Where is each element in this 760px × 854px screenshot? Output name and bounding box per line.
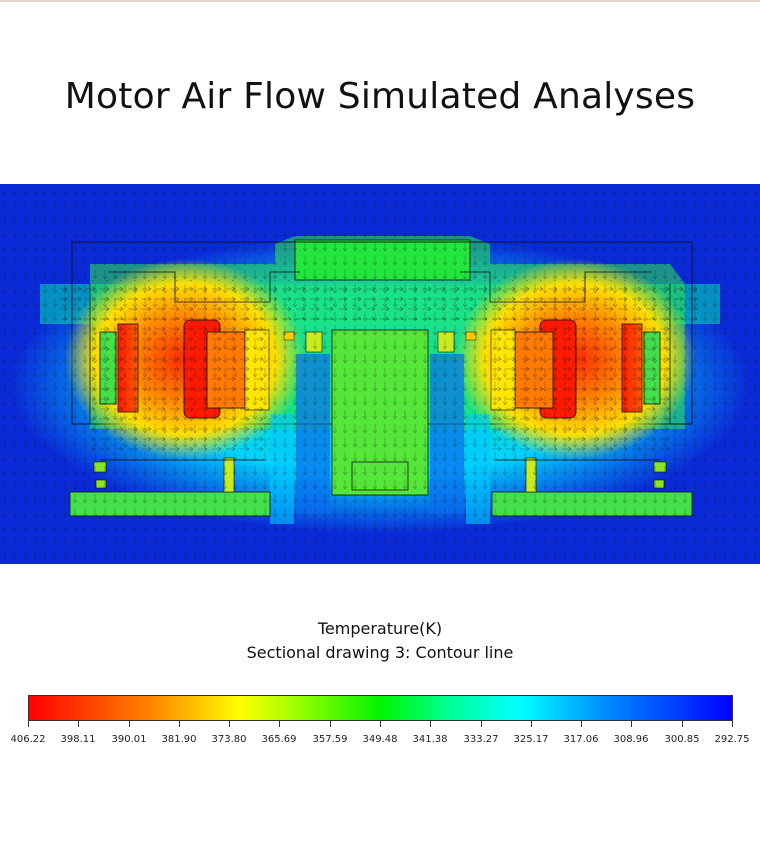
velocity-vectors-right-chamber — [490, 324, 670, 454]
colorbar-tick-label: 333.27 — [463, 734, 499, 745]
simulation-cross-section — [0, 184, 760, 564]
colorbar-tick — [330, 720, 331, 727]
colorbar-tick — [430, 720, 431, 727]
colorbar-tick-label: 398.11 — [60, 734, 96, 745]
colorbar-tick — [28, 720, 29, 727]
quantity-caption: Temperature(K) — [317, 619, 443, 638]
colorbar-tick-label: 349.48 — [362, 734, 398, 745]
velocity-vectors-top-channel — [60, 280, 700, 320]
colorbar-tick — [631, 720, 632, 727]
colorbar-tick-label: 357.59 — [312, 734, 348, 745]
colorbar-tick — [78, 720, 79, 727]
colorbar-tick — [179, 720, 180, 727]
colorbar-tick — [380, 720, 381, 727]
colorbar-tick-label: 325.17 — [513, 734, 549, 745]
colorbar-tick — [581, 720, 582, 727]
colorbar-tick — [229, 720, 230, 727]
colorbar-tick — [129, 720, 130, 727]
colorbar-tick — [531, 720, 532, 727]
page-title: Motor Air Flow Simulated Analyses — [64, 76, 696, 117]
colorbar-tick-label: 390.01 — [111, 734, 147, 745]
colorbar-tick — [481, 720, 482, 727]
colorbar-tick-label: 317.06 — [563, 734, 599, 745]
colorbar-tick-label: 292.75 — [714, 734, 750, 745]
velocity-vectors-left-chamber — [90, 324, 270, 454]
section-caption: Sectional drawing 3: Contour line — [246, 643, 514, 662]
colorbar — [28, 695, 733, 721]
colorbar-tick-label: 381.90 — [161, 734, 197, 745]
top-rule — [0, 0, 760, 2]
colorbar-tick-label: 341.38 — [412, 734, 448, 745]
colorbar-tick-label: 365.69 — [261, 734, 297, 745]
colorbar-tick-label: 406.22 — [10, 734, 46, 745]
colorbar-gradient — [28, 695, 733, 721]
colorbar-tick-label: 300.85 — [664, 734, 700, 745]
colorbar-tick — [279, 720, 280, 727]
colorbar-tick — [732, 720, 733, 727]
colorbar-tick-label: 373.80 — [211, 734, 247, 745]
colorbar-tick — [682, 720, 683, 727]
colorbar-tick-label: 308.96 — [613, 734, 649, 745]
colorbar-labels: 406.22 398.11 390.01 381.90 373.80 365.69 357.… — [11, 734, 750, 748]
colorbar-ticks — [28, 720, 733, 728]
